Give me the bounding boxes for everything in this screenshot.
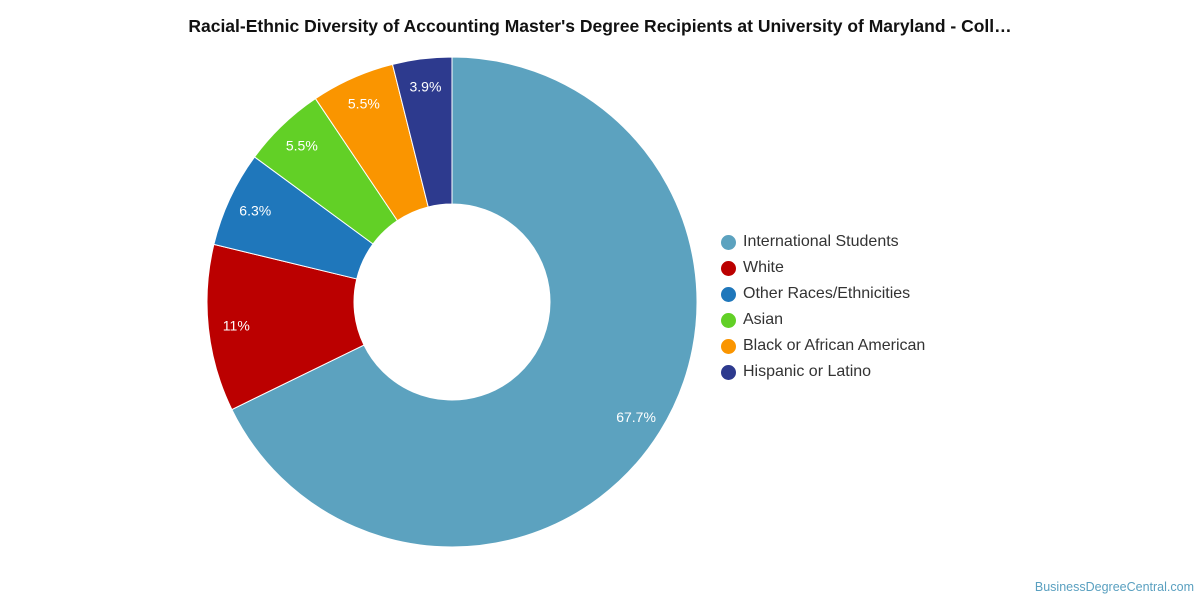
chart-title: Racial-Ethnic Diversity of Accounting Ma… (188, 16, 1012, 36)
legend-label: White (743, 259, 784, 276)
legend-swatch (721, 260, 736, 276)
legend-item[interactable]: Hispanic or Latino (721, 359, 925, 385)
legend: International Students White Other Races/E… (721, 229, 925, 385)
legend-swatch (721, 286, 736, 302)
legend-item[interactable]: Asian (721, 307, 925, 333)
legend-swatch (721, 338, 736, 354)
legend-item[interactable]: White (721, 255, 925, 281)
legend-label: Asian (743, 311, 784, 328)
legend-label: Hispanic or Latino (743, 363, 872, 380)
legend-swatch (721, 364, 736, 380)
watermark: BusinessDegreeCentral.com (1034, 580, 1194, 594)
legend-label: Black or African American (743, 337, 926, 354)
slice-label: 3.9% (409, 79, 441, 95)
slice-label: 5.5% (286, 137, 318, 153)
slice-hispanic-or-latino[interactable] (391, 56, 453, 208)
legend-swatch (721, 234, 736, 250)
legend-label: Other Races/Ethnicities (743, 285, 911, 302)
slice-label: 6.3% (239, 202, 271, 218)
legend-item[interactable]: Other Races/Ethnicities (721, 281, 925, 307)
slice-label: 11% (223, 317, 250, 333)
slice-labels-group: 67.7% 11% 6.3% 5.5% 5.5% 3.9% (223, 79, 656, 425)
legend-item[interactable]: International Students (721, 229, 925, 255)
slice-label: 5.5% (348, 96, 380, 112)
legend-swatch (721, 312, 736, 328)
slices-group (206, 56, 698, 548)
legend-label: International Students (743, 233, 899, 250)
slice-label: 67.7% (616, 409, 656, 425)
legend-item[interactable]: Black or African American (721, 333, 925, 359)
slice-international-students[interactable] (231, 56, 698, 548)
